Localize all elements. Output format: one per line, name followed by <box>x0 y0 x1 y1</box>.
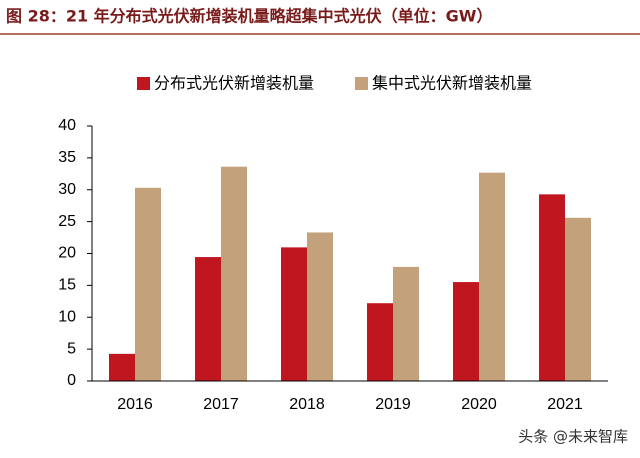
y-tick-label: 5 <box>67 340 76 357</box>
x-tick-label: 2020 <box>461 396 497 413</box>
x-tick-label: 2016 <box>117 396 153 413</box>
bar <box>453 282 479 381</box>
x-tick-label: 2021 <box>547 396 583 413</box>
bar <box>367 303 393 381</box>
bar <box>281 247 307 381</box>
bar <box>307 232 333 381</box>
bar <box>565 217 591 381</box>
bar <box>135 187 161 381</box>
y-tick-label: 15 <box>58 277 76 294</box>
x-tick-label: 2019 <box>375 396 411 413</box>
bar <box>479 172 505 381</box>
bar <box>109 353 135 381</box>
x-tick-label: 2017 <box>203 396 239 413</box>
y-tick-label: 10 <box>58 308 76 325</box>
x-tick-label: 2018 <box>289 396 325 413</box>
watermark: 头条 @未来智库 <box>518 428 628 446</box>
legend-label: 分布式光伏新增装机量 <box>154 74 314 93</box>
legend-swatch <box>355 77 368 90</box>
y-tick-label: 40 <box>58 117 76 134</box>
bar <box>221 166 247 381</box>
y-tick-label: 35 <box>58 149 76 166</box>
legend-swatch <box>137 77 150 90</box>
legend-label: 集中式光伏新增装机量 <box>372 74 532 93</box>
chart-title: 图 28：21 年分布式光伏新增装机量略超集中式光伏（单位：GW） <box>6 7 492 26</box>
y-tick-label: 20 <box>58 245 76 262</box>
y-tick-label: 0 <box>67 372 76 389</box>
y-tick-label: 30 <box>58 181 76 198</box>
bar <box>539 194 565 381</box>
y-tick-label: 25 <box>58 213 76 230</box>
bar <box>393 266 419 381</box>
bar <box>195 257 221 381</box>
